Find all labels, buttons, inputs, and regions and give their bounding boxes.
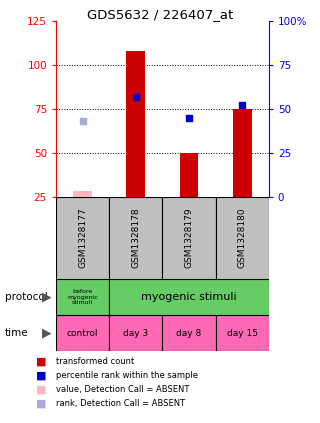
Text: rank, Detection Call = ABSENT: rank, Detection Call = ABSENT	[56, 399, 185, 408]
Point	[187, 114, 192, 121]
Text: ■: ■	[36, 371, 47, 381]
Text: ■: ■	[36, 398, 47, 409]
Text: GSM1328177: GSM1328177	[78, 208, 87, 268]
Bar	[56, 197, 109, 279]
Text: before
myogenic
stimuli: before myogenic stimuli	[67, 289, 98, 305]
Bar	[180, 153, 198, 197]
Text: time: time	[5, 328, 28, 338]
Text: day 15: day 15	[227, 329, 258, 338]
Bar	[216, 315, 269, 351]
Text: day 3: day 3	[123, 329, 148, 338]
Point	[240, 102, 245, 109]
Bar	[163, 197, 216, 279]
Bar	[163, 315, 216, 351]
Text: GSM1328179: GSM1328179	[185, 208, 194, 268]
Text: ■: ■	[36, 357, 47, 367]
Text: ▶: ▶	[42, 327, 51, 340]
Text: GDS5632 / 226407_at: GDS5632 / 226407_at	[87, 8, 233, 21]
Bar	[233, 109, 252, 197]
Text: value, Detection Call = ABSENT: value, Detection Call = ABSENT	[56, 385, 189, 394]
Bar	[126, 51, 145, 197]
Text: transformed count: transformed count	[56, 357, 134, 366]
Bar	[56, 315, 109, 351]
Text: ■: ■	[36, 385, 47, 395]
Bar	[109, 315, 163, 351]
Text: GSM1328180: GSM1328180	[238, 208, 247, 268]
Bar	[56, 279, 109, 315]
Bar	[109, 279, 269, 315]
Text: control: control	[67, 329, 98, 338]
Text: GSM1328178: GSM1328178	[131, 208, 140, 268]
Text: day 8: day 8	[176, 329, 202, 338]
Text: protocol: protocol	[5, 292, 48, 302]
Text: myogenic stimuli: myogenic stimuli	[141, 292, 237, 302]
Text: percentile rank within the sample: percentile rank within the sample	[56, 371, 198, 380]
Point	[80, 118, 85, 125]
Bar	[73, 192, 92, 197]
Point	[133, 93, 138, 100]
Bar	[216, 197, 269, 279]
Text: ▶: ▶	[42, 291, 51, 304]
Bar	[109, 197, 163, 279]
